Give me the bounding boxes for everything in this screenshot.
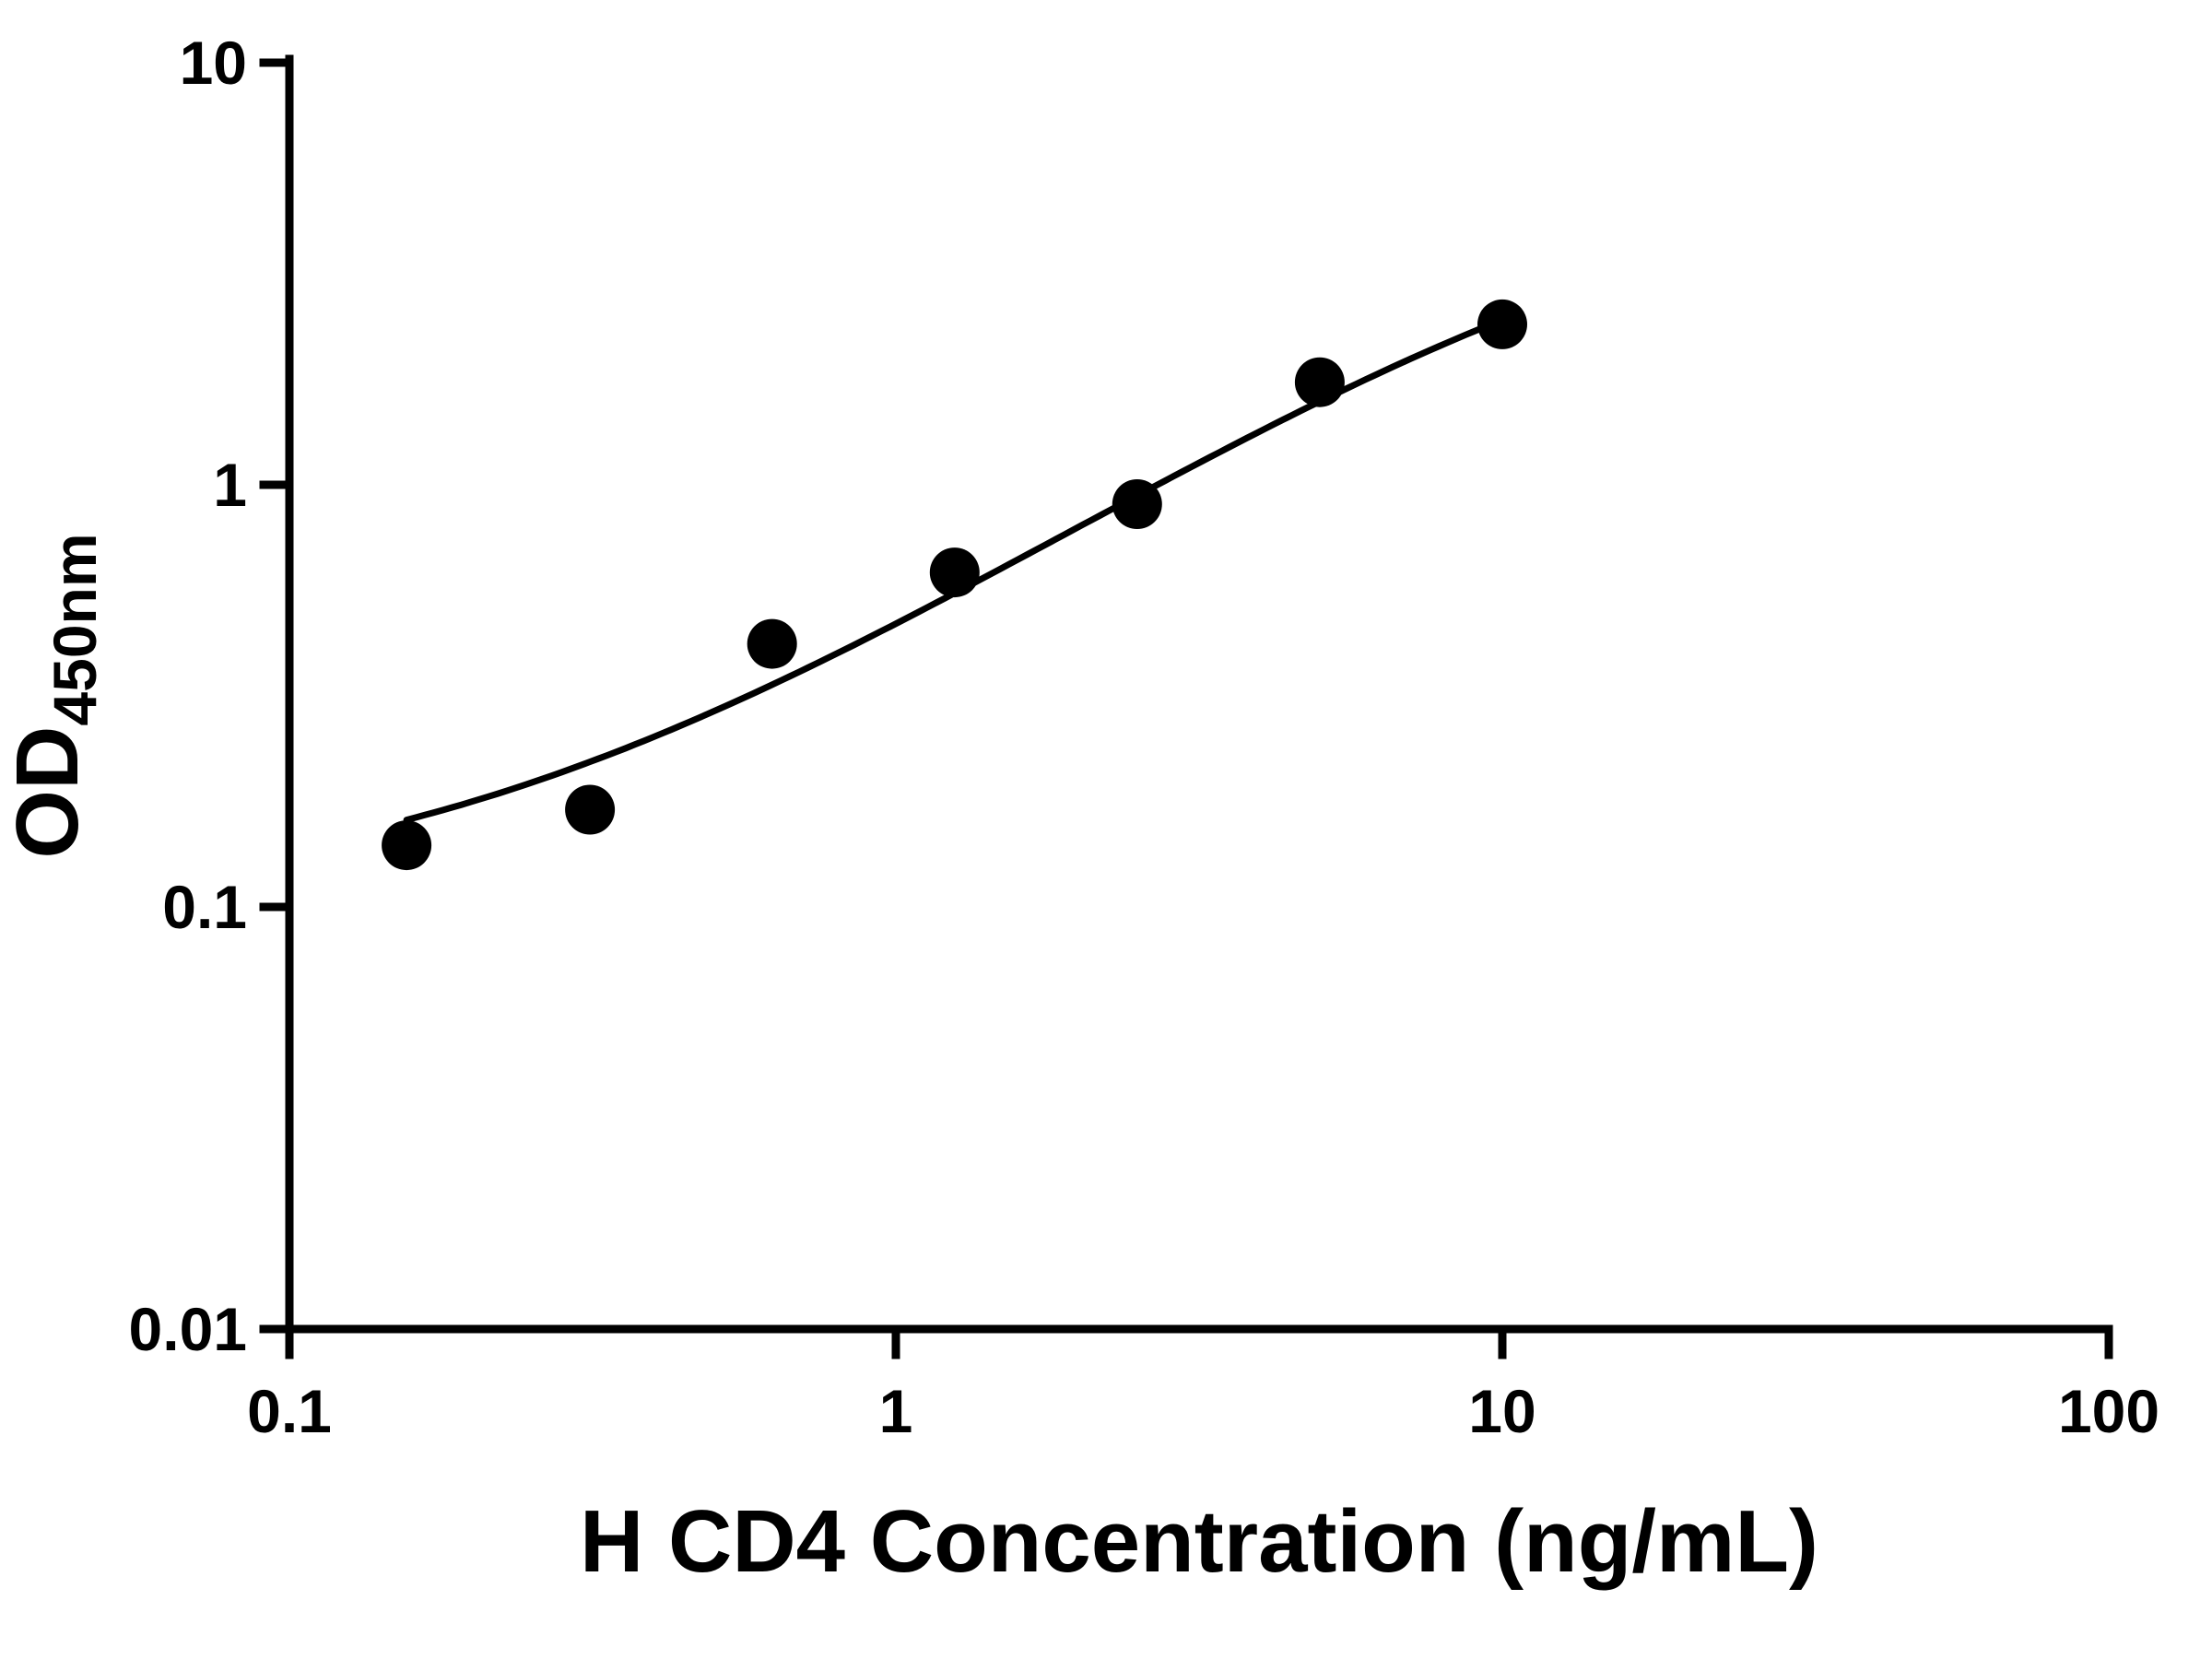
- data-point: [382, 820, 432, 871]
- x-tick-label: 100: [2058, 1377, 2159, 1445]
- x-tick-label: 1: [879, 1377, 913, 1445]
- y-axis-title: OD450nm: [0, 533, 109, 858]
- x-tick-label: 10: [1468, 1377, 1535, 1445]
- y-axis-title-main: OD: [0, 726, 97, 859]
- y-tick-label: 10: [180, 29, 247, 97]
- x-axis-title: H CD4 Concentration (ng/mL): [580, 1492, 1818, 1591]
- data-point: [747, 618, 797, 669]
- data-point: [1294, 357, 1345, 407]
- y-tick-label: 0.01: [129, 1295, 247, 1363]
- data-point: [929, 547, 980, 598]
- y-tick-label: 0.1: [162, 873, 247, 941]
- data-point: [1112, 479, 1162, 529]
- y-axis-title-sub: 450nm: [41, 533, 109, 725]
- data-point: [1477, 299, 1527, 349]
- data-point: [565, 784, 616, 835]
- x-tick-label: 0.1: [247, 1377, 332, 1445]
- y-tick-label: 1: [213, 451, 247, 519]
